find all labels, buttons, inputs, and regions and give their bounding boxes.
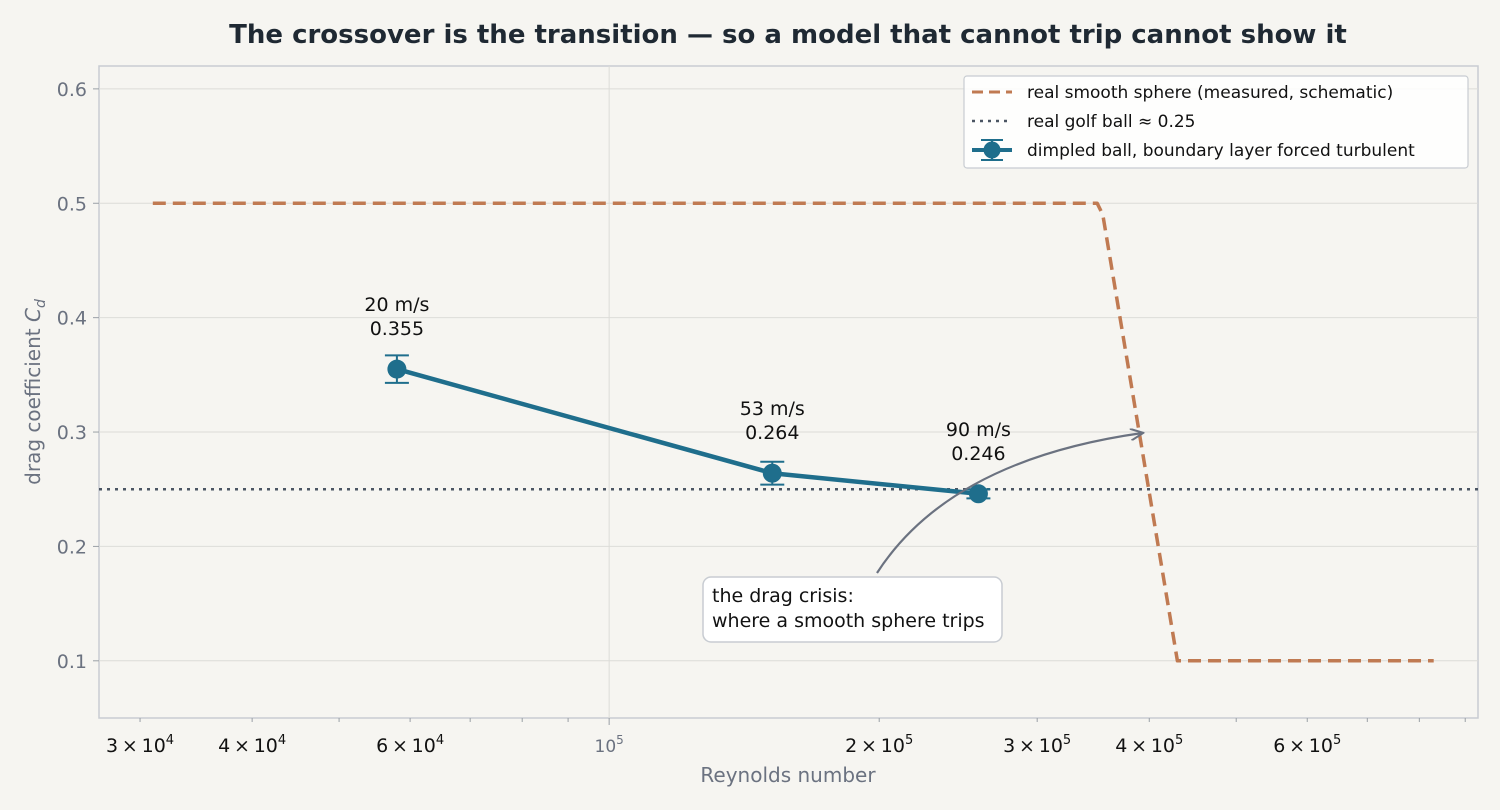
y-tick-label: 0.3 — [57, 422, 87, 444]
y-tick-label: 0.5 — [57, 193, 87, 215]
y-axis-label-text: drag coefficient — [21, 328, 45, 485]
data-label-value: 0.264 — [745, 422, 799, 444]
x-tick-label: 3 × 104 — [106, 733, 174, 757]
data-labels: 20 m/s0.355 53 m/s0.264 90 m/s0.246 — [364, 294, 1011, 465]
data-label-value: 0.355 — [370, 318, 424, 340]
y-tick-label: 0.2 — [57, 536, 87, 558]
y-tick-label: 0.4 — [57, 308, 87, 330]
x-tick-label: 105 — [595, 733, 624, 757]
x-tick-label: 6 × 104 — [376, 733, 444, 757]
data-label-speed: 90 m/s — [946, 419, 1011, 441]
data-point — [387, 359, 407, 379]
x-tick-label: 4 × 105 — [1115, 733, 1183, 757]
x-tick-label: 4 × 104 — [218, 733, 286, 757]
data-label-value: 0.246 — [951, 443, 1005, 465]
annotation: the drag crisis: where a smooth sphere tr… — [702, 433, 1142, 643]
y-tick-label: 0.6 — [57, 79, 87, 101]
x-axis: 105 3 × 104 4 × 104 6 × 104 2 × 105 3 × 105 4 … — [106, 718, 1466, 757]
series-smooth-sphere-line — [152, 201, 1434, 663]
legend-swatch-dimpled-ball — [972, 139, 1012, 161]
data-label-speed: 20 m/s — [364, 294, 429, 316]
y-axis-label: drag coefficient Cd — [21, 299, 49, 485]
y-axis-label-symbol: C — [21, 308, 45, 322]
data-label-speed: 53 m/s — [740, 398, 805, 420]
x-tick-label: 2 × 105 — [845, 733, 913, 757]
legend-label-dimpled-ball: dimpled ball, boundary layer forced turb… — [1027, 141, 1415, 161]
x-axis-label: Reynolds number — [700, 763, 876, 787]
data-point — [762, 463, 782, 483]
data-point — [968, 484, 988, 504]
y-axis-label-subscript: d — [33, 299, 49, 308]
annotation-line-2: where a smooth sphere trips — [712, 610, 985, 632]
x-tick-label: 6 × 105 — [1273, 733, 1341, 757]
y-axis: 0.1 0.2 0.3 0.4 0.5 0.6 — [57, 79, 99, 673]
annotation-arrow — [876, 433, 1142, 574]
legend-box — [963, 75, 1469, 169]
legend-label-smooth-sphere: real smooth sphere (measured, schematic) — [1027, 83, 1393, 103]
series — [99, 201, 1478, 663]
annotation-line-1: the drag crisis: — [712, 585, 854, 607]
legend: real smooth sphere (measured, schematic)… — [963, 75, 1469, 169]
annotation-box — [702, 576, 1003, 643]
legend-label-golf-ball: real golf ball ≈ 0.25 — [1027, 112, 1195, 132]
chart-title: The crossover is the transition — so a m… — [229, 20, 1347, 50]
x-tick-label: 3 × 105 — [1003, 733, 1071, 757]
y-tick-label: 0.1 — [57, 651, 87, 673]
